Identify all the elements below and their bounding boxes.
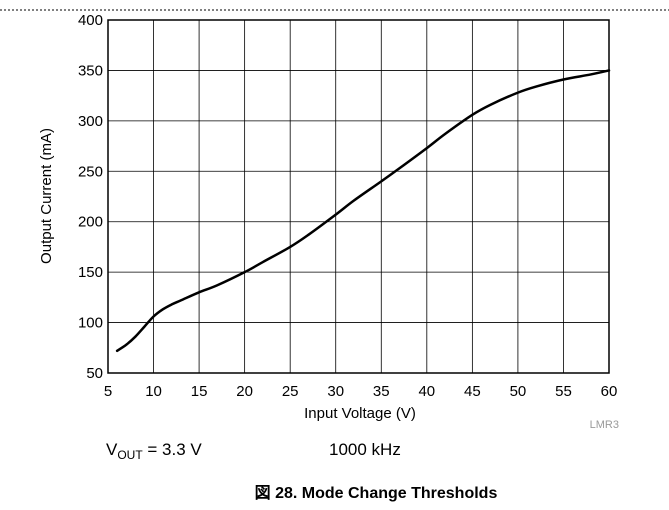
y-tick-label: 50 bbox=[86, 365, 103, 382]
frequency-condition: 1000 kHz bbox=[329, 440, 401, 459]
y-axis-label: Output Current (mA) bbox=[38, 128, 55, 264]
x-tick-label: 35 bbox=[373, 383, 390, 400]
tick-labels: 5 10 15 20 25 30 35 40 45 50 55 60 50 100 150 200 250 300… bbox=[78, 12, 617, 400]
x-tick-label: 5 bbox=[104, 383, 112, 400]
y-tick-label: 350 bbox=[78, 62, 103, 79]
x-tick-label: 25 bbox=[282, 383, 299, 400]
y-tick-label: 300 bbox=[78, 113, 103, 130]
x-tick-label: 50 bbox=[510, 383, 527, 400]
grid bbox=[108, 20, 609, 373]
vout-condition: VOUT = 3.3 V bbox=[106, 440, 202, 462]
y-tick-label: 150 bbox=[78, 264, 103, 281]
x-tick-label: 15 bbox=[191, 383, 208, 400]
figure-caption: 図 28. Mode Change Thresholds bbox=[255, 484, 498, 502]
y-tick-label: 100 bbox=[78, 315, 103, 332]
x-tick-label: 60 bbox=[601, 383, 618, 400]
x-tick-label: 55 bbox=[555, 383, 572, 400]
figure-code-label: LMR3 bbox=[590, 419, 619, 431]
y-tick-label: 200 bbox=[78, 214, 103, 231]
x-tick-label: 30 bbox=[327, 383, 344, 400]
y-tick-label: 400 bbox=[78, 12, 103, 29]
x-tick-label: 10 bbox=[145, 383, 162, 400]
x-axis-label: Input Voltage (V) bbox=[304, 405, 416, 422]
vout-subscript: OUT bbox=[117, 448, 143, 462]
y-tick-label: 250 bbox=[78, 163, 103, 180]
x-tick-label: 45 bbox=[464, 383, 481, 400]
series-line bbox=[115, 69, 611, 353]
x-tick-label: 20 bbox=[236, 383, 253, 400]
plot-frame bbox=[107, 19, 610, 374]
x-tick-label: 40 bbox=[418, 383, 435, 400]
